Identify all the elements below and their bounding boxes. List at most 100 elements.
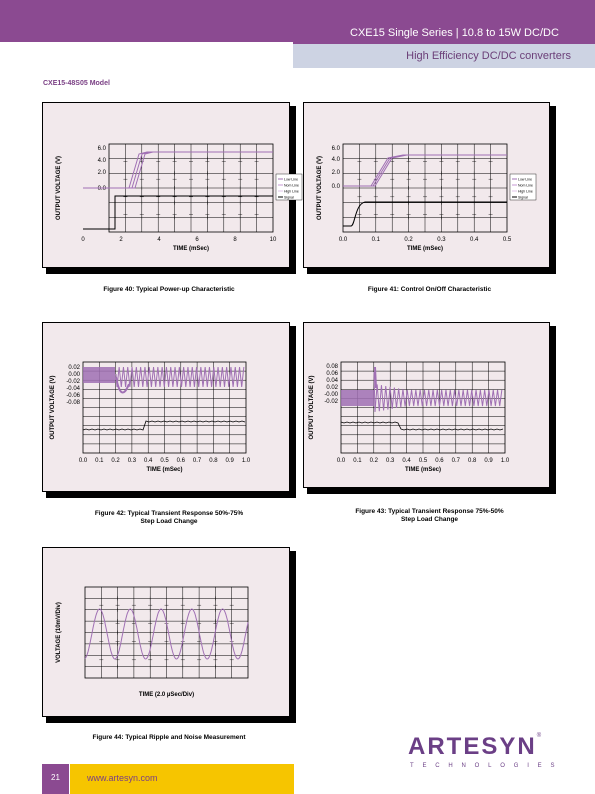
figure-panel (303, 102, 550, 268)
figure-43-caption-line2: Step Load Change (400, 516, 459, 523)
footer-url[interactable]: www.artesyn.com (70, 764, 294, 794)
x-tick-label: 0.5 (419, 458, 428, 464)
x-tick-label: 0.1 (353, 458, 362, 464)
x-tick-label: 0.4 (402, 458, 411, 464)
figure-42-caption-line1: Figure 42: Typical Transient Response 50… (94, 510, 244, 517)
figure-42: 0.02 0.00 -0.02 -0.04 -0.06 -0.08 0.0 0.1 0.2 0.3… (42, 322, 296, 498)
x-axis-label: TIME (mSec) (405, 467, 441, 473)
figure-41: 6.0 4.0 2.0 0.0 0.0 0.1 0.2 0.3 0.4 0.5 OUTPUT VOL… (303, 102, 556, 274)
x-tick-label: 0.6 (177, 458, 186, 464)
transient-trace (115, 366, 245, 388)
output-trace (83, 151, 273, 189)
y-tick-label: 2.0 (98, 170, 107, 176)
x-tick-label: 0.0 (339, 237, 348, 243)
x-tick-label: 10 (270, 237, 277, 243)
legend-entry: Signal (284, 196, 294, 200)
legend-entry: High Line (284, 190, 299, 194)
x-tick-label: 0.0 (79, 458, 88, 464)
x-tick-label: 0.3 (437, 237, 446, 243)
y-axis-label: OUTPUT VOLTAGE (V) (317, 156, 323, 220)
figure-43-caption-line1: Figure 43: Typical Transient Response 75… (355, 508, 504, 515)
y-tick-label: -0.00 (324, 392, 338, 398)
x-axis-label: TIME (mSec) (173, 246, 209, 252)
x-tick-label: 2 (119, 237, 123, 243)
y-tick-label: 2.0 (332, 170, 341, 176)
y-axis-label: OUTPUT VOLTAGE (V) (50, 375, 56, 439)
y-tick-label: 6.0 (98, 146, 107, 152)
figure-44-plot: VOLTAGE (10mV/Div) TIME (2.0 µSec/Div) (56, 586, 249, 698)
figure-41-plot: 6.0 4.0 2.0 0.0 0.0 0.1 0.2 0.3 0.4 0.5 OUTPUT VOL… (317, 143, 537, 252)
y-tick-label: 0.04 (326, 378, 338, 384)
x-tick-label: 8 (233, 237, 237, 243)
legend-entry: Nom Line (284, 184, 299, 188)
output-trace (83, 151, 273, 189)
x-tick-label: 0.8 (468, 458, 477, 464)
transient-dip (115, 376, 130, 394)
logo-registered: ® (536, 733, 542, 739)
header-title: CXE15 Single Series | 10.8 to 15W DC/DC (293, 22, 595, 44)
figure-40-caption: Figure 40: Typical Power-up Characterist… (103, 286, 235, 293)
figure-43-caption: Figure 43: Typical Transient Response 75… (303, 508, 556, 524)
figure-43-plot: 0.080.060.040.02-0.00-0.02 0.0 0.1 0.2 0.3 0.… (309, 361, 510, 473)
legend (275, 173, 303, 201)
figure-44-caption: Figure 44: Typical Ripple and Noise Meas… (92, 734, 246, 741)
ripple-band-before (83, 367, 115, 383)
y-tick-label: 0.06 (326, 371, 338, 377)
x-tick-label: 0.0 (337, 458, 346, 464)
x-axis-label: TIME (mSec) (146, 467, 182, 473)
x-tick-label: 0.4 (470, 237, 479, 243)
legend-entry: Low Line (518, 178, 532, 182)
signal-trace (83, 195, 273, 230)
ripple-band-before (341, 390, 374, 406)
x-tick-label: 0.6 (435, 458, 444, 464)
x-tick-label: 0.2 (404, 237, 413, 243)
artesyn-logo: ARTESYN® TECHNOLOGIES (408, 733, 563, 769)
x-tick-label: 0.1 (372, 237, 381, 243)
x-tick-label: 0.7 (452, 458, 461, 464)
load-step-trace (340, 421, 504, 431)
x-tick-label: 0.2 (370, 458, 379, 464)
figure-40: 6.0 4.0 2.0 0.0 0 2 4 6 8 10 OUTPUT VOLTAGE (V) TIM… (42, 102, 303, 274)
load-step-trace (82, 420, 246, 431)
x-axis-label: TIME (mSec) (407, 246, 443, 252)
page-number: 21 (42, 764, 69, 794)
x-tick-label: 0.3 (386, 458, 395, 464)
y-tick-label: -0.06 (66, 393, 80, 399)
legend-entry: Low Line (284, 178, 298, 182)
legend-entry: Signal (518, 196, 528, 200)
ripple-trace (84, 608, 249, 660)
x-tick-label: 0.9 (484, 458, 493, 464)
figure-43: 0.08 0.06 0.04 0.02 -0.00 -0.02 0.0 0.1 0.2 0.3 0.… (303, 322, 556, 494)
figure-41-caption: Figure 41: Control On/Off Characteristic (367, 286, 492, 293)
header-band (0, 0, 595, 22)
x-tick-label: 0.2 (111, 458, 120, 464)
y-axis-label: OUTPUT VOLTAGE (V) (56, 156, 62, 220)
x-tick-label: 0.7 (193, 458, 202, 464)
legend-entry: Nom Line (518, 184, 533, 188)
y-tick-label: 0.00 (68, 372, 80, 378)
transient-spike (374, 366, 377, 389)
logo-subtitle: TECHNOLOGIES (410, 763, 564, 769)
figure-panel (42, 547, 290, 717)
header-left-band (0, 22, 293, 42)
y-tick-label: 4.0 (332, 157, 341, 163)
x-tick-label: 1.0 (242, 458, 251, 464)
figure-42-caption-line2: Step Load Change (140, 518, 198, 525)
y-tick-label: 6.0 (332, 146, 341, 152)
model-label: CXE15-48S05 Model (43, 80, 110, 87)
y-tick-label: -0.02 (66, 379, 80, 385)
legend-entry: High Line (518, 190, 533, 194)
logo-word: ARTESYN (408, 733, 537, 760)
header-subtitle: High Efficiency DC/DC converters (293, 44, 595, 68)
y-axis-label: OUTPUT VOLTAGE (V) (309, 375, 315, 439)
x-tick-label: 0.5 (160, 458, 169, 464)
x-tick-label: 0.8 (209, 458, 218, 464)
figure-40-plot: 6.0 4.0 2.0 0.0 0 2 4 6 8 10 OUTPUT VOLTAGE (V) TIM… (56, 143, 303, 252)
y-tick-label: 0.08 (326, 364, 338, 370)
y-tick-label: 4.0 (98, 158, 107, 164)
y-tick-label: 0.02 (326, 385, 338, 391)
y-tick-label: -0.04 (66, 386, 80, 392)
figure-42-caption: Figure 42: Typical Transient Response 50… (42, 510, 296, 526)
x-tick-label: 6 (195, 237, 199, 243)
y-tick-label: 0.02 (68, 365, 80, 371)
